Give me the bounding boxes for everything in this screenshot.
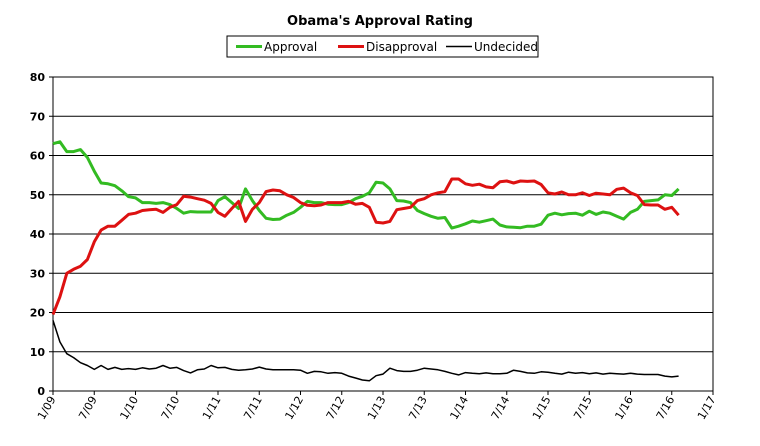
legend-label-disapproval: Disapproval bbox=[366, 40, 437, 54]
y-tick-label: 80 bbox=[30, 71, 46, 84]
x-tick-label: 1/11 bbox=[200, 394, 224, 422]
chart-title: Obama's Approval Rating bbox=[287, 14, 473, 29]
x-axis-ticks: 1/09 7/09 1/10 7/10 1/11 7/11 1/12 7/12 1/13 7/13… bbox=[35, 391, 719, 422]
series-line-approval bbox=[52, 140, 680, 230]
legend-box bbox=[226, 35, 539, 58]
y-tick-label: 40 bbox=[30, 228, 46, 241]
x-tick-label: 1/14 bbox=[447, 394, 471, 422]
x-tick-label: 7/14 bbox=[489, 394, 513, 422]
x-tick-label: 1/12 bbox=[282, 394, 306, 422]
x-tick-label: 7/09 bbox=[76, 394, 100, 422]
y-tick-label: 30 bbox=[30, 267, 46, 280]
y-tick-label: 20 bbox=[30, 307, 46, 320]
y-tick-label: 70 bbox=[30, 110, 46, 123]
series-lines bbox=[51, 140, 680, 382]
legend-label-approval: Approval bbox=[264, 40, 317, 54]
y-tick-label: 0 bbox=[37, 385, 45, 398]
gridlines bbox=[53, 115, 713, 353]
y-tick-label: 50 bbox=[30, 189, 46, 202]
x-tick-label: 7/15 bbox=[571, 394, 595, 422]
x-tick-label: 7/16 bbox=[654, 394, 678, 422]
x-tick-label: 1/16 bbox=[612, 394, 636, 422]
x-tick-label: 7/10 bbox=[159, 394, 183, 422]
y-axis-ticks: 0 10 20 30 40 50 60 70 80 bbox=[30, 71, 53, 398]
x-tick-label: 7/11 bbox=[241, 394, 265, 422]
legend-items: Approval Disapproval Undecided bbox=[236, 40, 538, 54]
y-tick-label: 10 bbox=[30, 346, 46, 359]
x-tick-label: 7/12 bbox=[324, 394, 348, 422]
x-tick-label: 7/13 bbox=[406, 394, 430, 422]
series-line-disapproval bbox=[51, 177, 680, 316]
x-tick-label: 1/10 bbox=[117, 394, 141, 422]
x-tick-label: 1/13 bbox=[365, 394, 389, 422]
legend-label-undecided: Undecided bbox=[474, 40, 538, 54]
series-line-undecided bbox=[52, 320, 679, 382]
y-tick-label: 60 bbox=[30, 150, 46, 163]
x-tick-label: 1/17 bbox=[695, 394, 719, 422]
x-tick-label: 1/15 bbox=[530, 394, 554, 422]
x-tick-label: 1/09 bbox=[35, 394, 59, 422]
legend: Approval Disapproval Undecided bbox=[226, 35, 539, 58]
